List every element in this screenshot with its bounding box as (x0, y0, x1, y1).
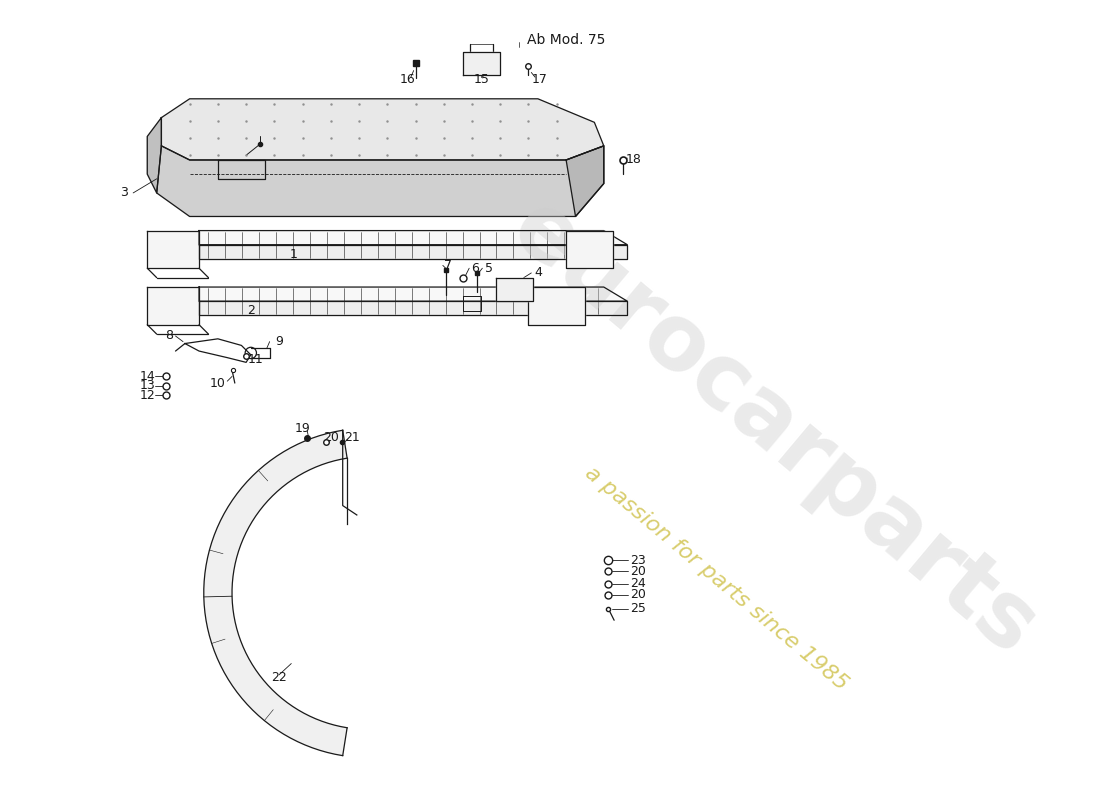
Text: 20: 20 (630, 565, 646, 578)
Polygon shape (566, 230, 613, 268)
Polygon shape (528, 287, 585, 325)
Text: 9: 9 (275, 335, 283, 348)
Text: 21: 21 (343, 431, 360, 444)
Polygon shape (566, 146, 604, 217)
Text: 17: 17 (531, 74, 548, 86)
Text: eurocarparts: eurocarparts (493, 183, 1054, 674)
Text: 7: 7 (444, 259, 452, 272)
Text: 22: 22 (272, 671, 287, 684)
Text: 8: 8 (165, 330, 173, 342)
Text: 1: 1 (289, 248, 297, 261)
Polygon shape (199, 287, 627, 301)
Text: 24: 24 (630, 577, 646, 590)
Text: 12: 12 (140, 389, 155, 402)
Text: 3: 3 (120, 186, 128, 199)
Text: a passion for parts since 1985: a passion for parts since 1985 (582, 463, 852, 694)
Text: 4: 4 (534, 266, 542, 279)
Text: 10: 10 (210, 377, 225, 390)
Text: 23: 23 (630, 554, 646, 566)
Text: Ab Mod. 75: Ab Mod. 75 (527, 34, 605, 47)
Polygon shape (463, 52, 500, 75)
Text: 11: 11 (248, 353, 263, 366)
Text: 20: 20 (630, 588, 646, 602)
Polygon shape (147, 118, 162, 193)
Text: 18: 18 (626, 154, 641, 166)
Text: 15: 15 (473, 74, 490, 86)
Text: 14: 14 (140, 370, 155, 383)
Text: 25: 25 (630, 602, 646, 615)
Text: 2: 2 (246, 304, 255, 317)
Polygon shape (204, 430, 348, 756)
Polygon shape (162, 99, 604, 160)
Polygon shape (199, 301, 627, 315)
Text: 20: 20 (323, 431, 339, 444)
Text: 6: 6 (471, 262, 478, 274)
Polygon shape (156, 146, 604, 217)
Polygon shape (147, 287, 199, 325)
Polygon shape (495, 278, 534, 301)
Polygon shape (147, 230, 199, 268)
Text: 16: 16 (400, 74, 416, 86)
Polygon shape (199, 245, 627, 259)
Text: 19: 19 (295, 422, 310, 434)
Text: 13: 13 (140, 379, 155, 392)
Polygon shape (199, 230, 627, 245)
Text: 5: 5 (485, 262, 493, 274)
